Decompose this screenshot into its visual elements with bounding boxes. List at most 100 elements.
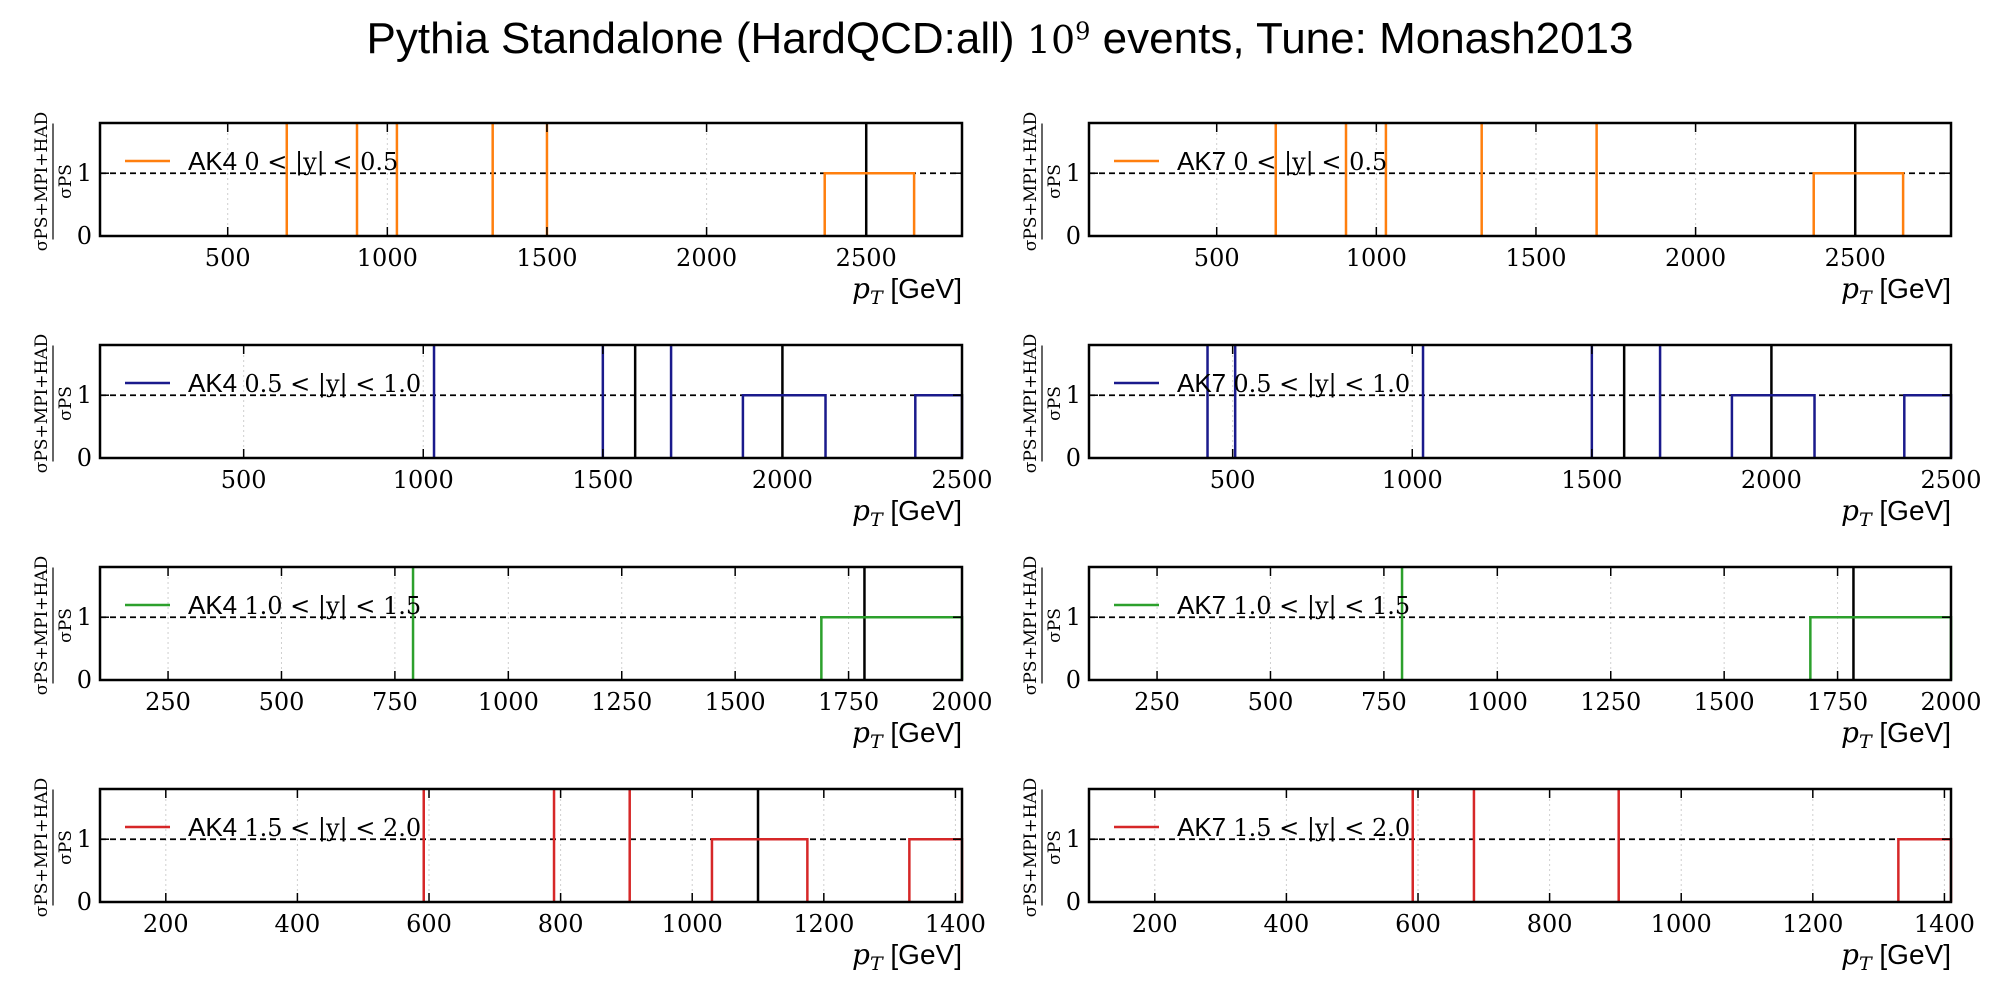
axes-frame — [98, 343, 964, 460]
y-axis-label: σPS+MPI+HAD σPS — [32, 334, 76, 473]
panel-ak7-0: 500 1000 1500 2000 2500 0 1 pT [GeV] σPS+MPI+HAD… — [1021, 112, 1953, 309]
legend-label: AK7 0 < |y| < 0.5 — [1177, 146, 1387, 177]
x-tick-label: 2000 — [1665, 244, 1726, 272]
x-tick-label: 500 — [221, 466, 267, 494]
axes-frame — [98, 121, 964, 238]
y-tick-label: 1 — [1066, 159, 1081, 187]
axes-frame — [1087, 343, 1953, 460]
x-tick-label: 1750 — [818, 688, 879, 716]
x-tick-label: 250 — [145, 688, 191, 716]
legend-label: AK4 0 < |y| < 0.5 — [188, 146, 398, 177]
x-tick-label: 500 — [205, 244, 251, 272]
step-segment — [1809, 615, 1953, 680]
legend-label: AK7 0.5 < |y| < 1.0 — [1177, 368, 1410, 399]
x-tick-label: 1000 — [1651, 910, 1712, 938]
x-axis-label: pT [GeV] — [1841, 716, 1951, 753]
x-axis-label: pT [GeV] — [852, 272, 962, 309]
x-tick-label: 1500 — [705, 688, 766, 716]
x-tick-label: 1200 — [1782, 910, 1843, 938]
legend-label: AK4 1.0 < |y| < 1.5 — [188, 590, 421, 621]
x-tick-label: 1000 — [662, 910, 723, 938]
y-axis-label: σPS+MPI+HAD σPS — [1021, 778, 1065, 917]
y-axis-label: σPS+MPI+HAD σPS — [32, 778, 76, 917]
legend-label: AK4 0.5 < |y| < 1.0 — [188, 368, 421, 399]
x-tick-label: 750 — [1361, 688, 1407, 716]
axes-frame — [1087, 565, 1953, 682]
x-tick-label: 2000 — [676, 244, 737, 272]
y-tick-label: 0 — [1066, 444, 1081, 472]
x-axis-label: pT [GeV] — [852, 938, 962, 975]
y-tick-label: 0 — [1066, 888, 1081, 916]
x-tick-label: 2000 — [1741, 466, 1802, 494]
y-label-numerator: σPS+MPI+HAD — [32, 556, 52, 695]
y-axis-label: σPS+MPI+HAD σPS — [1021, 112, 1065, 251]
y-label-denominator: σPS — [56, 386, 76, 421]
axes-frame — [98, 787, 964, 904]
panel-ak4-2: 250 500 750 1000 1250 1500 1750 2000 0 1 pT [GeV] σ… — [32, 556, 993, 753]
x-tick-label: 1000 — [393, 466, 454, 494]
y-label-denominator: σPS — [1045, 830, 1065, 865]
y-axis-label: σPS+MPI+HAD σPS — [1021, 334, 1065, 473]
axes-frame — [98, 565, 964, 682]
x-tick-label: 1400 — [1914, 910, 1975, 938]
x-tick-label: 800 — [1527, 910, 1573, 938]
x-tick-label: 200 — [143, 910, 189, 938]
y-label-denominator: σPS — [1045, 164, 1065, 199]
step-segment — [1903, 393, 1953, 458]
step-segment — [914, 393, 964, 458]
x-tick-label: 800 — [538, 910, 584, 938]
step-segment — [1897, 837, 1953, 902]
y-tick-label: 1 — [77, 603, 92, 631]
x-tick-label: 1000 — [1382, 466, 1443, 494]
title-prefix: Pythia Standalone (HardQCD:all) — [366, 14, 1027, 63]
panel-ak4-3: 200 400 600 800 1000 1200 1400 0 1 pT [GeV] σPS+MP… — [32, 778, 986, 975]
step-segment — [1812, 171, 1905, 236]
y-label-denominator: σPS — [56, 164, 76, 199]
x-tick-label: 2500 — [931, 466, 992, 494]
x-tick-label: 500 — [1194, 244, 1240, 272]
y-label-denominator: σPS — [1045, 608, 1065, 643]
step-segment — [823, 171, 916, 236]
step-segment — [820, 615, 964, 680]
panel-ak7-3: 200 400 600 800 1000 1200 1400 0 1 pT [GeV] σPS+MP… — [1021, 778, 1975, 975]
y-tick-label: 1 — [1066, 381, 1081, 409]
y-tick-label: 1 — [77, 159, 92, 187]
x-tick-label: 600 — [406, 910, 452, 938]
y-tick-label: 0 — [77, 888, 92, 916]
x-tick-label: 1500 — [516, 244, 577, 272]
y-tick-label: 0 — [77, 666, 92, 694]
y-tick-label: 0 — [1066, 666, 1081, 694]
x-tick-label: 1000 — [1346, 244, 1407, 272]
x-tick-label: 1500 — [1694, 688, 1755, 716]
y-label-numerator: σPS+MPI+HAD — [1021, 778, 1041, 917]
x-tick-label: 500 — [1248, 688, 1294, 716]
x-tick-label: 600 — [1395, 910, 1441, 938]
figure-title: Pythia Standalone (HardQCD:all) 109 even… — [0, 14, 2000, 64]
title-events-base: 10 — [1026, 18, 1076, 62]
y-tick-label: 0 — [77, 222, 92, 250]
y-tick-label: 1 — [1066, 603, 1081, 631]
step-segment — [710, 837, 809, 902]
x-tick-label: 1400 — [925, 910, 986, 938]
step-segment — [741, 393, 827, 458]
x-tick-label: 750 — [372, 688, 418, 716]
x-tick-label: 500 — [259, 688, 305, 716]
x-tick-label: 1000 — [357, 244, 418, 272]
y-label-numerator: σPS+MPI+HAD — [1021, 556, 1041, 695]
x-axis-label: pT [GeV] — [1841, 272, 1951, 309]
y-tick-label: 0 — [1066, 222, 1081, 250]
y-tick-label: 1 — [77, 381, 92, 409]
y-axis-label: σPS+MPI+HAD σPS — [32, 556, 76, 695]
x-axis-label: pT [GeV] — [1841, 494, 1951, 531]
y-label-numerator: σPS+MPI+HAD — [32, 778, 52, 917]
panel-ak4-1: 500 1000 1500 2000 2500 0 1 pT [GeV] σPS+MPI+HAD… — [32, 334, 993, 531]
x-tick-label: 1500 — [1505, 244, 1566, 272]
x-tick-label: 200 — [1132, 910, 1178, 938]
x-tick-label: 1250 — [1580, 688, 1641, 716]
x-tick-label: 400 — [1263, 910, 1309, 938]
panel-ak7-1: 500 1000 1500 2000 2500 0 1 pT [GeV] σPS+MPI+HAD… — [1021, 334, 1982, 531]
x-tick-label: 2000 — [752, 466, 813, 494]
x-tick-label: 2500 — [836, 244, 897, 272]
step-segment — [1730, 393, 1816, 458]
